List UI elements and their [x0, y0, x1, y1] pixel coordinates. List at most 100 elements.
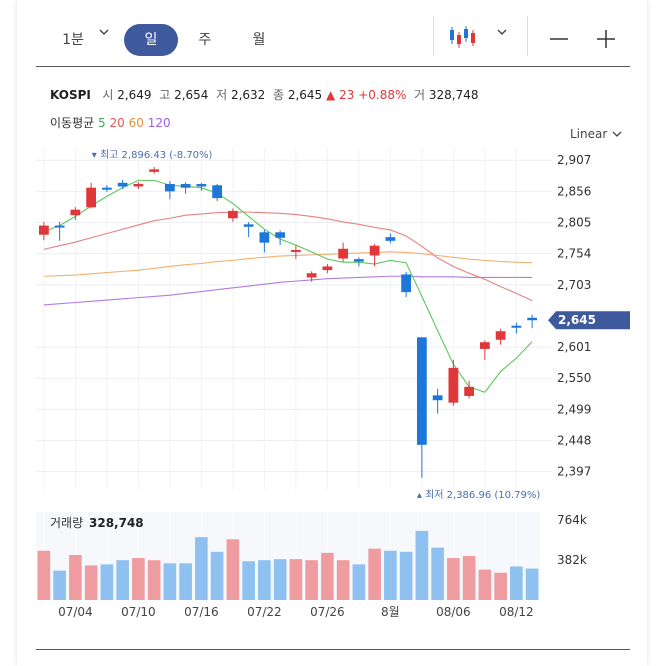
candle-body [275, 232, 286, 238]
y-tick-label: 2,601 [557, 340, 591, 354]
y-tick-label: 2,703 [557, 278, 591, 292]
candle-body [495, 331, 506, 340]
chevron-down-icon[interactable] [98, 26, 110, 41]
volume-bar [84, 565, 98, 600]
volume-label: 거 [414, 88, 426, 102]
candle-body [401, 274, 412, 293]
scale-chevron-icon [612, 131, 622, 137]
open-value: 2,649 [117, 88, 152, 102]
zoom-in-icon[interactable] [595, 24, 617, 54]
volume-bar [384, 550, 397, 600]
scale-label: Linear [570, 127, 608, 141]
candle-body [149, 169, 160, 172]
period-day[interactable]: 일 [124, 24, 178, 56]
high-annotation: ▾ 최고 2,896.43 (-8.70%) [92, 149, 213, 161]
candle-body [385, 237, 396, 241]
y-tick-label: 2,856 [557, 184, 591, 198]
candle-body [511, 325, 522, 328]
candle-body [243, 224, 254, 227]
current-price-tag [548, 311, 630, 330]
x-tick-label: 07/10 [121, 605, 156, 619]
y-tick-label: 2,397 [557, 465, 591, 479]
candle-body [464, 386, 475, 396]
candle-body [527, 317, 538, 321]
ma120-line [43, 275, 533, 306]
volume-bar [305, 560, 318, 600]
candle-body [38, 225, 49, 235]
high-value: 2,654 [174, 88, 209, 102]
toolbar-divider [433, 16, 434, 56]
candle-body [196, 184, 207, 187]
x-tick-label: 07/22 [247, 605, 282, 619]
open-label: 시 [102, 88, 114, 102]
candle-body [338, 248, 349, 259]
low-label: 저 [216, 88, 228, 102]
low-annotation: ▴ 최저 2,386.96 (10.79%) [417, 489, 541, 501]
x-tick-label: 07/04 [58, 605, 93, 619]
candle-body [290, 249, 301, 252]
volume-bar [525, 568, 539, 600]
ma120-label: 120 [147, 116, 171, 130]
candle-body [54, 225, 65, 228]
volume-bar [100, 564, 114, 600]
y-tick-label: 2,448 [557, 434, 591, 448]
moving-average-legend: 이동평균 5 20 60 120 [50, 114, 171, 131]
volume-bar [336, 560, 350, 600]
y-tick-label: 2,805 [557, 216, 591, 230]
ma-label: 이동평균 [50, 116, 95, 130]
ma60-line [43, 251, 533, 277]
candle-body [86, 187, 97, 208]
current-price-label: 2,645 [558, 313, 596, 327]
volume-tick-label: 764k [557, 513, 587, 527]
period-1min[interactable]: 1분 [62, 32, 84, 48]
toolbar-divider-2 [527, 16, 528, 56]
period-month[interactable]: 월 [252, 32, 266, 48]
volume-bar [147, 560, 161, 600]
candle-body [70, 209, 81, 216]
volume-bar [163, 563, 177, 600]
volume-title-value: 328,748 [89, 516, 144, 530]
volume-bar [273, 559, 287, 600]
candlestick-chart-icon[interactable] [448, 24, 478, 54]
change-percent: +0.88% [358, 88, 407, 102]
candle-body [164, 184, 175, 192]
zoom-out-icon[interactable] [548, 24, 570, 54]
y-tick-label: 2,907 [557, 153, 591, 167]
candle-body [479, 342, 490, 349]
y-tick-label: 2,550 [557, 371, 591, 385]
change-value: 23 [339, 88, 355, 102]
ma20-label: 20 [109, 116, 125, 130]
x-tick-label: 07/16 [184, 605, 219, 619]
ma60-label: 60 [128, 116, 144, 130]
x-tick-label: 07/26 [310, 605, 345, 619]
close-label: 종 [272, 88, 284, 102]
period-week[interactable]: 주 [198, 32, 212, 48]
candle-body [227, 210, 238, 219]
volume-bar [210, 551, 224, 600]
volume-bar [179, 563, 192, 600]
bottom-divider [36, 649, 630, 650]
volume-tick-label: 382k [557, 553, 587, 567]
candle-body [416, 337, 427, 445]
volume-bar [431, 547, 444, 600]
candle-body [212, 185, 223, 199]
volume-bar [478, 569, 492, 600]
volume-bar [352, 564, 366, 600]
candle-body [117, 182, 128, 187]
volume-bar [53, 570, 66, 600]
chart-type-chevron-icon[interactable] [496, 26, 508, 41]
candle-body [133, 184, 144, 187]
volume-bar [447, 558, 460, 600]
volume-bar [321, 552, 334, 600]
high-label: 고 [159, 88, 171, 102]
toolbar-divider-line [36, 66, 630, 67]
volume-bar [226, 539, 240, 600]
y-tick-label: 2,754 [557, 247, 591, 261]
volume-bar [258, 560, 271, 600]
volume-bar [69, 554, 82, 600]
volume-bar [242, 561, 255, 600]
candle-body [306, 273, 317, 278]
scale-selector[interactable]: Linear [570, 127, 623, 141]
index-name: KOSPI [50, 88, 91, 102]
candle-body [448, 367, 459, 403]
